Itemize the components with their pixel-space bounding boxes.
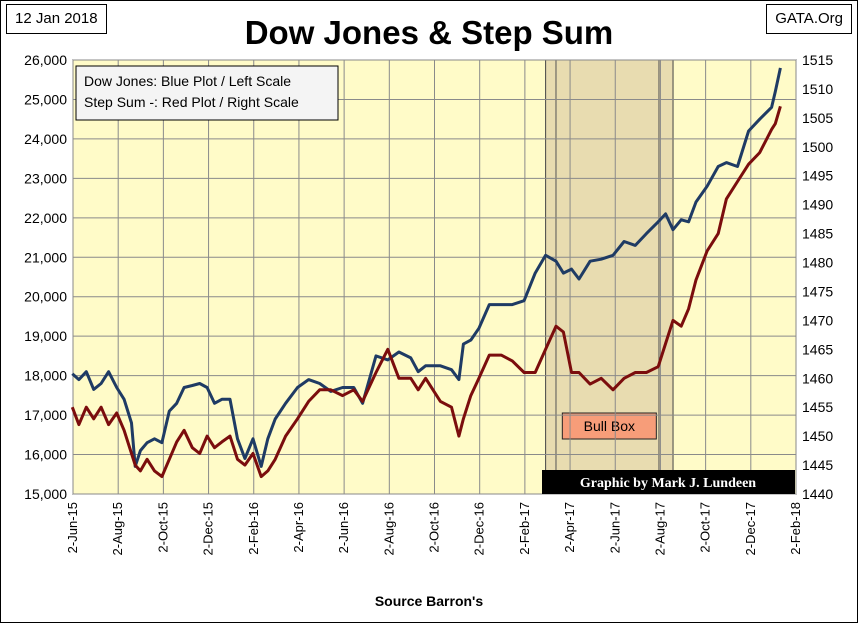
series-layer <box>70 67 782 479</box>
x-axis-title: Source Barron's <box>374 593 484 609</box>
x-tick-label: 2-Aug-17 <box>652 502 667 555</box>
y-right-tick-label: 1455 <box>802 399 833 415</box>
y-right-tick-label: 1480 <box>802 255 833 271</box>
y-left-tick-label: 22,000 <box>24 210 67 226</box>
legend: Dow Jones: Blue Plot / Left Scale Step S… <box>75 65 339 121</box>
dow-jones-line <box>71 67 782 468</box>
y-right-tick-label: 1500 <box>802 139 833 155</box>
x-tick-label: 2-Jun-17 <box>607 502 622 553</box>
y-right-tick-label: 1510 <box>802 81 833 97</box>
x-tick-label: 2-Dec-16 <box>472 502 487 555</box>
step-sum-line <box>70 105 782 479</box>
legend-item-dow: Dow Jones: Blue Plot / Left Scale <box>84 73 291 89</box>
axis-layer: 15,000 16,000 17,000 18,000 19,000 20,000 21,0… <box>24 52 833 555</box>
credit-text: Graphic by Mark J. Lundeen <box>580 476 756 491</box>
x-tick-label: 2-Apr-17 <box>562 502 577 553</box>
source-tag: GATA.Org <box>766 4 852 34</box>
chart-title: Dow Jones & Step Sum <box>244 14 614 51</box>
credit-banner: Graphic by Mark J. Lundeen <box>542 470 795 494</box>
x-tick-label: 2-Dec-17 <box>743 502 758 555</box>
y-right-tick-label: 1440 <box>802 486 833 502</box>
grid-layer <box>72 59 797 495</box>
y-left-tick-label: 25,000 <box>24 91 67 107</box>
x-tick-label: 2-Apr-16 <box>291 502 306 553</box>
x-tick-label: 2-Feb-16 <box>246 502 261 555</box>
x-tick-label: 2-Dec-15 <box>201 502 216 555</box>
date-tag: 12 Jan 2018 <box>6 4 107 34</box>
y-left-tick-label: 19,000 <box>24 328 67 344</box>
y-left-tick-label: 24,000 <box>24 131 67 147</box>
x-tick-label: 2-Jun-16 <box>336 502 351 553</box>
y-right-tick-label: 1475 <box>802 283 833 299</box>
bull-box-label: Bull Box <box>584 418 635 434</box>
legend-box <box>75 65 339 121</box>
y-left-tick-label: 20,000 <box>24 289 67 305</box>
y-left-tick-label: 17,000 <box>24 407 67 423</box>
y-right-tick-label: 1515 <box>802 52 833 68</box>
x-tick-label: 2-Feb-18 <box>788 502 803 555</box>
y-left-tick-label: 23,000 <box>24 170 67 186</box>
y-left-tick-label: 16,000 <box>24 447 67 463</box>
y-right-tick-label: 1495 <box>802 168 833 184</box>
x-tick-label: 2-Feb-17 <box>517 502 532 555</box>
credit-box <box>542 470 795 494</box>
y-right-tick-label: 1460 <box>802 370 833 386</box>
y-left-tick-label: 15,000 <box>24 486 67 502</box>
y-right-tick-label: 1485 <box>802 226 833 242</box>
x-tick-label: 2-Aug-16 <box>381 502 396 555</box>
y-right-tick-label: 1465 <box>802 341 833 357</box>
x-tick-label: 2-Aug-15 <box>110 502 125 555</box>
y-right-tick-label: 1505 <box>802 110 833 126</box>
x-tick-label: 2-Oct-15 <box>155 502 170 553</box>
y-left-tick-label: 26,000 <box>24 52 67 68</box>
bull-box-layer: Bull Box <box>545 59 674 495</box>
y-right-tick-label: 1445 <box>802 457 833 473</box>
x-tick-label: 2-Oct-16 <box>427 502 442 553</box>
x-tick-label: 2-Oct-17 <box>698 502 713 553</box>
y-right-tick-label: 1470 <box>802 312 833 328</box>
y-left-tick-label: 21,000 <box>24 249 67 265</box>
y-left-tick-label: 18,000 <box>24 368 67 384</box>
legend-item-stepsum: Step Sum -: Red Plot / Right Scale <box>84 94 299 110</box>
y-right-tick-label: 1490 <box>802 197 833 213</box>
y-right-tick-label: 1450 <box>802 428 833 444</box>
bull-box-label-bg <box>561 412 657 440</box>
x-tick-label: 2-Jun-15 <box>65 502 80 553</box>
